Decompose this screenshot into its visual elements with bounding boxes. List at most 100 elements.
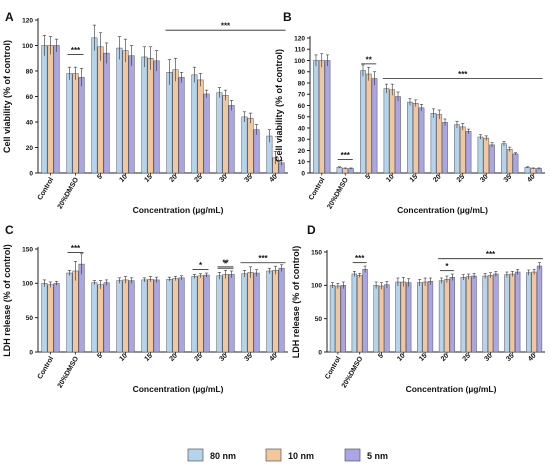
bar xyxy=(351,273,357,353)
significance-label: *** xyxy=(458,70,468,79)
significance-label: *** xyxy=(71,46,81,55)
bar xyxy=(91,37,98,174)
x-tick-label: 5 xyxy=(96,352,104,360)
bar xyxy=(400,281,406,353)
bar xyxy=(360,70,366,174)
bar xyxy=(228,274,235,353)
x-tick-label: 10 xyxy=(396,352,407,363)
x-tick-label: 30 xyxy=(218,173,229,184)
bar xyxy=(365,73,372,174)
x-tick-label: 15 xyxy=(418,352,429,363)
y-tick-label: 50 xyxy=(26,315,34,322)
panel-letter: D xyxy=(307,223,316,237)
x-axis-label: Concentration (µg/mL) xyxy=(397,205,488,215)
y-tick-label: 150 xyxy=(22,246,33,253)
bar xyxy=(336,167,343,174)
bar xyxy=(335,285,341,353)
y-axis-label: LDH release (% of control) xyxy=(291,246,301,359)
bar xyxy=(147,278,154,353)
bar xyxy=(342,168,349,174)
x-tick-label: 25 xyxy=(456,173,467,184)
bar xyxy=(103,52,110,174)
bar xyxy=(536,265,543,353)
bar xyxy=(197,79,204,174)
bar xyxy=(203,93,210,174)
bar xyxy=(241,273,248,353)
significance-label: *** xyxy=(221,22,231,31)
x-tick-label: 35 xyxy=(243,352,254,363)
significance-label: ** xyxy=(222,258,229,267)
x-tick-label: Control xyxy=(37,355,56,380)
bar xyxy=(222,274,229,353)
x-tick-label: 40 xyxy=(268,352,279,363)
bar xyxy=(253,272,260,353)
bar xyxy=(91,282,98,353)
bar xyxy=(191,74,198,174)
bar xyxy=(172,278,179,353)
y-tick-label: 0 xyxy=(318,349,322,356)
bar xyxy=(436,114,443,174)
panel-A: A 0 20 40 60 80 100 120 Cell viability (% of con… xyxy=(2,10,288,215)
legend: 80 nm 10 nm 5 nm xyxy=(187,448,388,462)
bar xyxy=(72,270,79,353)
significance-label: *** xyxy=(355,254,365,263)
significance-label: * xyxy=(199,261,203,270)
x-axis-label: Concentration (µg/mL) xyxy=(406,384,497,394)
bar xyxy=(313,60,319,174)
bar xyxy=(247,117,254,174)
bar xyxy=(389,89,396,174)
bar xyxy=(482,275,488,353)
x-tick-label: Control xyxy=(324,355,343,380)
x-tick-label: 20%DMSO xyxy=(57,355,81,389)
bar xyxy=(153,279,160,353)
bar xyxy=(116,47,123,174)
x-axis-label: Concentration (µg/mL) xyxy=(133,205,224,215)
x-tick-label: 25 xyxy=(193,352,204,363)
x-tick-label: 25 xyxy=(462,352,473,363)
y-tick-label: 100 xyxy=(294,58,305,65)
bar xyxy=(203,274,210,353)
bar xyxy=(506,149,513,174)
panel-letter: C xyxy=(5,223,14,237)
bar xyxy=(216,92,223,174)
y-tick-label: 150 xyxy=(311,249,322,256)
bar xyxy=(509,273,515,353)
bar xyxy=(407,101,413,174)
panel-D: D 0 50 100 150 LDH release (% of control) Cont… xyxy=(291,223,545,394)
bar xyxy=(153,60,160,174)
bar xyxy=(524,167,531,174)
legend-swatch xyxy=(344,448,361,462)
bar xyxy=(348,168,354,174)
bar xyxy=(47,284,54,353)
bar xyxy=(417,282,423,353)
bar xyxy=(530,168,537,174)
y-axis-label: Cell viability (% of control) xyxy=(2,40,12,153)
bar xyxy=(47,45,54,174)
bar xyxy=(66,272,73,353)
bar xyxy=(466,276,472,353)
bar xyxy=(362,269,368,353)
x-tick-label: 30 xyxy=(218,352,229,363)
y-tick-label: 40 xyxy=(298,125,306,132)
x-tick-label: 35 xyxy=(503,173,514,184)
bar xyxy=(53,283,60,353)
bar xyxy=(422,281,428,353)
x-tick-label: 15 xyxy=(143,352,154,363)
x-tick-label: 20%DMSO xyxy=(326,176,350,210)
bar xyxy=(147,58,154,174)
bar xyxy=(427,281,434,353)
x-tick-label: 40 xyxy=(527,352,538,363)
legend-label: 10 nm xyxy=(288,451,314,461)
y-tick-label: 0 xyxy=(29,349,33,356)
y-tick-label: 50 xyxy=(298,114,306,121)
bar xyxy=(41,45,48,174)
bar xyxy=(487,275,494,353)
bar xyxy=(412,103,419,174)
legend-swatch xyxy=(187,448,204,462)
x-tick-label: 20 xyxy=(168,173,179,184)
x-tick-label: 15 xyxy=(143,173,154,184)
significance-label: *** xyxy=(341,151,351,160)
bar xyxy=(384,284,390,353)
bar xyxy=(531,271,537,353)
